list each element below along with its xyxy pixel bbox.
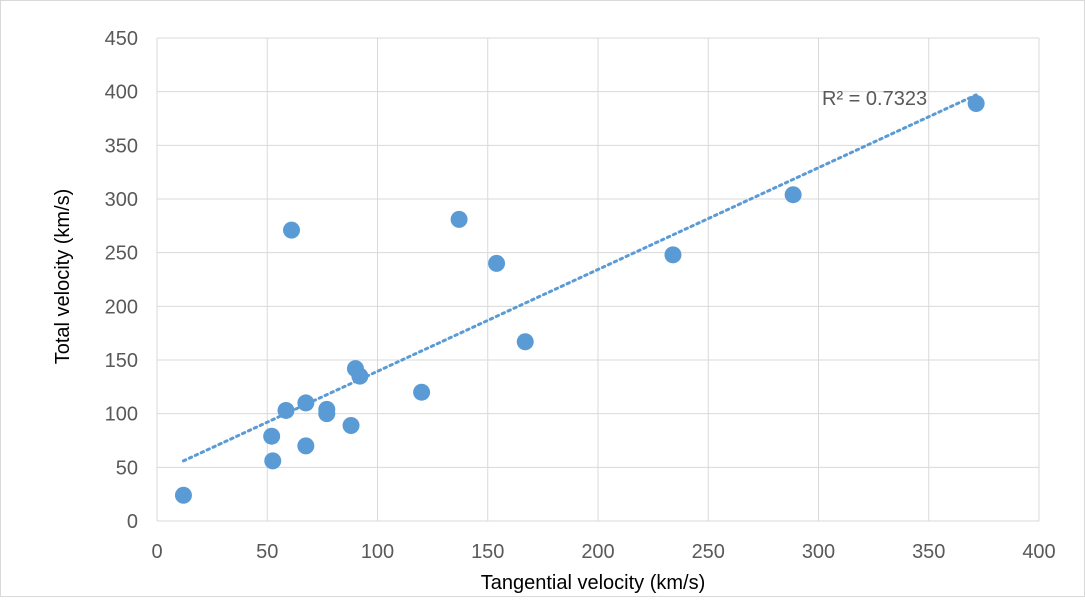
data-points <box>174 94 985 504</box>
data-point <box>413 383 431 401</box>
x-tick-label: 350 <box>912 541 945 563</box>
y-tick-label: 0 <box>127 511 138 533</box>
data-point <box>174 486 192 504</box>
data-point <box>263 427 281 445</box>
y-tick-label: 400 <box>105 82 138 104</box>
x-axis-title: Tangential velocity (km/s) <box>481 572 706 594</box>
data-point <box>450 210 468 228</box>
y-tick-label: 50 <box>116 457 138 479</box>
data-point <box>784 186 802 204</box>
data-point <box>277 401 295 419</box>
x-tick-label: 250 <box>692 541 725 563</box>
data-point <box>664 246 682 264</box>
y-tick-label: 450 <box>105 28 138 50</box>
data-point <box>351 367 369 385</box>
data-point <box>264 452 282 470</box>
trendline <box>181 93 978 463</box>
x-tick-label: 100 <box>361 541 394 563</box>
x-tick-label: 50 <box>256 541 278 563</box>
gridlines <box>156 37 1040 522</box>
y-tick-label: 250 <box>105 243 138 265</box>
data-point <box>488 254 506 272</box>
data-point <box>516 333 534 351</box>
data-point <box>297 394 315 412</box>
data-point <box>283 221 301 239</box>
y-axis-title: Total velocity (km/s) <box>52 189 74 365</box>
data-point <box>297 437 315 455</box>
x-tick-label: 0 <box>151 541 162 563</box>
trendline-path <box>181 93 978 463</box>
y-tick-label: 300 <box>105 189 138 211</box>
x-tick-label: 400 <box>1022 541 1055 563</box>
y-tick-label: 150 <box>105 350 138 372</box>
y-tick-label: 350 <box>105 135 138 157</box>
y-tick-label: 200 <box>105 296 138 318</box>
x-tick-label: 200 <box>581 541 614 563</box>
x-tick-label: 300 <box>802 541 835 563</box>
data-point <box>342 416 360 434</box>
y-tick-label: 100 <box>105 404 138 426</box>
data-point <box>967 94 985 112</box>
tick-labels: 0 50 100 150 200 250 300 350 400 0 50 100 150 200 250 3… <box>105 28 1056 563</box>
data-point <box>318 405 336 423</box>
x-tick-label: 150 <box>471 541 504 563</box>
r-squared-label: R² = 0.7323 <box>822 88 927 110</box>
